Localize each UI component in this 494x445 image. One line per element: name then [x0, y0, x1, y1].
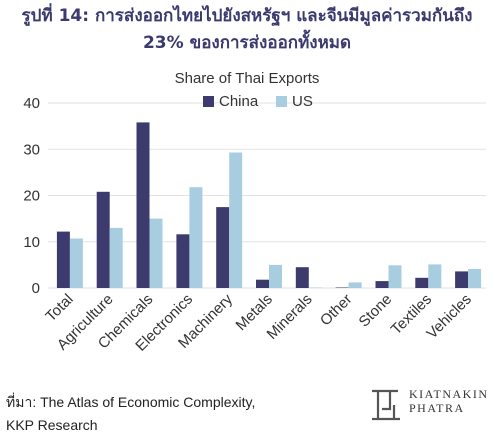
- x-tick-label-total: Total: [42, 291, 76, 325]
- source-line-2: KKP Research: [6, 417, 98, 433]
- x-tick-label-vehicles: Vehicles: [423, 291, 475, 343]
- source-line-1: ที่มา: The Atlas of Economic Complexity,: [6, 394, 256, 410]
- kiatnakin-phatra-logo: [372, 389, 400, 421]
- chart-title: Share of Thai Exports: [175, 70, 320, 87]
- legend-label-china: China: [219, 93, 259, 110]
- bar-us-vehicles: [468, 269, 482, 288]
- bar-china-electronics: [176, 234, 190, 288]
- logo-line-1: KIATNAKIN: [409, 387, 489, 401]
- bar-us-other: [348, 282, 362, 288]
- bar-china-minerals: [295, 267, 309, 288]
- bar-us-chemicals: [149, 218, 163, 288]
- bar-china-metals: [256, 279, 269, 288]
- legend-label-us: US: [292, 93, 313, 110]
- bar-china-chemicals: [136, 122, 150, 289]
- y-tick-label: 40: [23, 95, 40, 112]
- logo-line-2: PHATRA: [409, 401, 465, 415]
- y-tick-label: 10: [23, 234, 40, 251]
- legend-swatch-china: [203, 96, 214, 107]
- legend: China US: [203, 93, 313, 110]
- figure-title-line1: รูปที่ 14: การส่งออกไทยไปยังสหรัฐฯ และจี…: [21, 6, 473, 26]
- bar-us-total: [69, 238, 83, 288]
- y-tick-label: 0: [32, 280, 40, 297]
- figure-title-line2: 23% ของการส่งออกทั้งหมด: [142, 33, 352, 53]
- x-axis-ticks: TotalAgricultureChemicalsElectronicsMach…: [42, 290, 475, 354]
- bars: [56, 122, 482, 289]
- bar-china-textiles: [415, 277, 429, 288]
- bar-us-minerals: [308, 287, 322, 288]
- bar-china-machinery: [216, 207, 230, 288]
- y-axis-ticks: 0 10 20 30 40: [23, 95, 40, 297]
- bar-us-machinery: [229, 152, 243, 288]
- x-tick-label-other: Other: [317, 291, 356, 330]
- legend-swatch-us: [276, 96, 287, 107]
- logo-text: KIATNAKIN PHATRA: [409, 387, 489, 415]
- bar-us-metals: [269, 264, 282, 288]
- bar-us-textiles: [428, 264, 442, 288]
- bar-china-vehicles: [455, 271, 469, 288]
- bar-china-stone: [375, 281, 389, 288]
- bar-us-agriculture: [109, 227, 123, 288]
- bar-us-electronics: [189, 187, 203, 288]
- bar-china-agriculture: [96, 191, 110, 288]
- bar-china-other: [335, 287, 349, 288]
- bar-china-total: [56, 231, 70, 288]
- bar-us-stone: [388, 265, 402, 288]
- y-tick-label: 20: [23, 188, 40, 205]
- y-tick-label: 30: [23, 141, 40, 158]
- bar-chart: Share of Thai Exports 0 10 20 30 40 TotalAgr…: [23, 70, 486, 355]
